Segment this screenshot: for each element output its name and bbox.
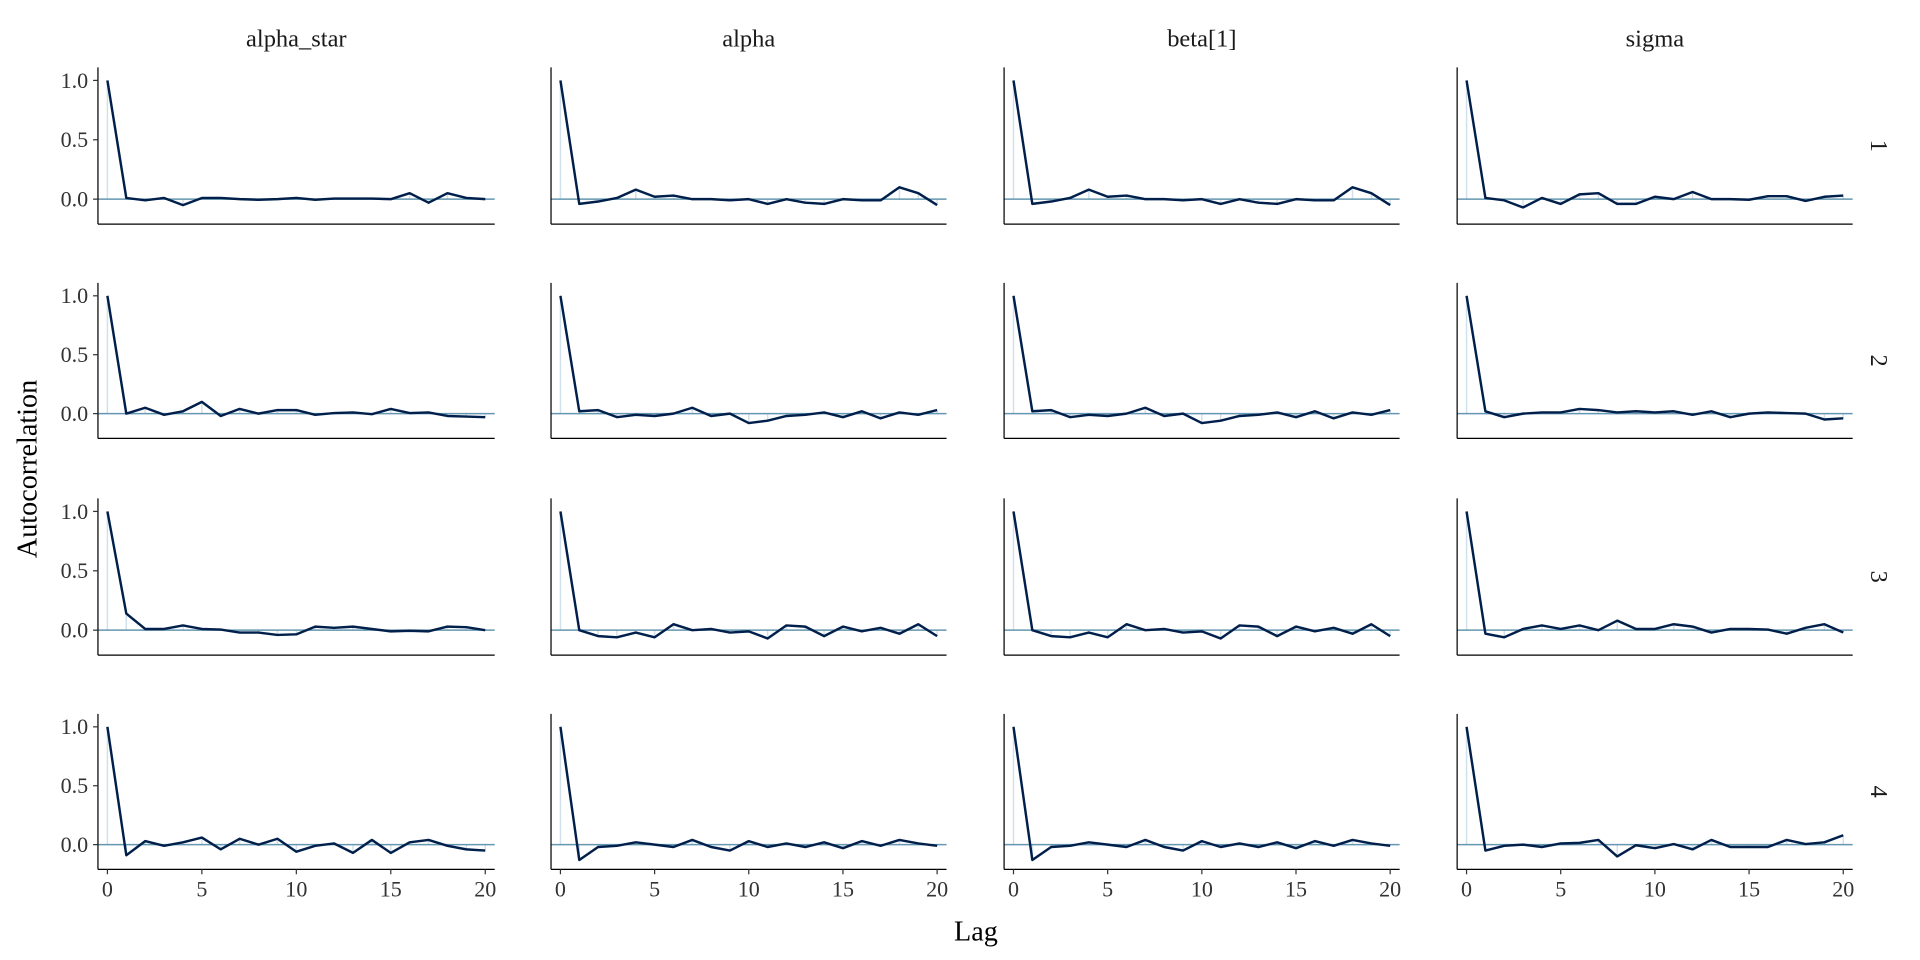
acf-line: [559, 295, 938, 425]
acf-line: [1012, 726, 1391, 862]
acf-line: [1465, 80, 1844, 209]
y-tick-label: 0.0: [61, 618, 89, 643]
acf-line: [106, 80, 486, 207]
panel-beta1-chain-1: [1003, 67, 1400, 225]
panel-sigma-chain-3: [1456, 498, 1853, 656]
x-tick-label: 20: [926, 876, 948, 901]
x-tick-label: 0: [1461, 876, 1472, 901]
y-tick-label: 1.0: [61, 499, 89, 524]
panel-sigma-chain-4: 0 5 10 15 20: [1456, 713, 1854, 901]
acf-line: [1465, 511, 1844, 639]
y-tick-label: 0.0: [61, 186, 89, 211]
y-tick-label: 0.0: [61, 832, 89, 857]
row-strip-label: 4: [1865, 786, 1892, 798]
acf-line: [106, 726, 486, 857]
x-tick-label: 10: [285, 876, 307, 901]
y-tick-label: 0.5: [61, 342, 89, 367]
y-tick-label: 0.5: [61, 127, 89, 152]
x-tick-label: 0: [102, 876, 113, 901]
acf-line: [559, 726, 938, 862]
acf-line: [106, 295, 486, 419]
x-tick-label: 5: [1102, 876, 1113, 901]
x-tick-label: 15: [832, 876, 854, 901]
row-strip-label: 1: [1865, 140, 1892, 152]
acf-line: [1465, 295, 1844, 421]
x-tick-label: 10: [738, 876, 760, 901]
x-tick-label: 5: [196, 876, 207, 901]
row-strip-label: 3: [1865, 571, 1892, 583]
panel-alpha_star-chain-4: 0.0 0.5 1.0 0 5 10 15 20: [61, 713, 496, 901]
panel-alpha-chain-1: [550, 67, 947, 225]
acf-line: [1012, 295, 1391, 425]
x-tick-label: 15: [380, 876, 402, 901]
row-strip-label: 2: [1865, 354, 1892, 366]
panel-alpha_star-chain-1: 0.0 0.5 1.0: [61, 67, 495, 225]
panel-alpha-chain-4: 0 5 10 15 20: [550, 713, 948, 901]
panel-sigma-chain-1: [1456, 67, 1853, 225]
y-tick-label: 1.0: [61, 714, 89, 739]
column-strip-label: alpha: [722, 26, 775, 53]
y-tick-label: 1.0: [61, 68, 89, 93]
x-tick-label: 0: [555, 876, 566, 901]
x-tick-label: 10: [1191, 876, 1213, 901]
x-tick-label: 20: [474, 876, 496, 901]
acf-line: [1012, 80, 1391, 207]
x-tick-label: 5: [649, 876, 660, 901]
column-strip-label: sigma: [1626, 26, 1685, 53]
panel-alpha-chain-2: [550, 282, 947, 439]
acf-line: [1465, 726, 1844, 858]
x-axis-title: Lag: [954, 916, 998, 947]
acf-line: [559, 511, 938, 640]
x-tick-label: 0: [1008, 876, 1019, 901]
y-tick-label: 0.0: [61, 401, 89, 426]
acf-line: [1012, 511, 1391, 640]
column-strip-label: alpha_star: [246, 26, 347, 53]
acf-line: [559, 80, 938, 207]
panel-alpha_star-chain-2: 0.0 0.5 1.0: [61, 282, 495, 439]
panel-sigma-chain-2: [1456, 282, 1853, 439]
panel-beta1-chain-4: 0 5 10 15 20: [1003, 713, 1401, 901]
x-tick-label: 5: [1555, 876, 1566, 901]
panel-beta1-chain-3: [1003, 498, 1400, 656]
x-tick-label: 20: [1379, 876, 1401, 901]
panel-alpha_star-chain-3: 0.0 0.5 1.0: [61, 498, 495, 656]
y-axis-title: Autocorrelation: [13, 380, 44, 558]
x-tick-label: 15: [1738, 876, 1760, 901]
panel-beta1-chain-2: [1003, 282, 1400, 439]
panel-alpha-chain-3: [550, 498, 947, 656]
column-strip-label: beta[1]: [1167, 26, 1236, 53]
y-tick-label: 0.5: [61, 773, 89, 798]
acf-line: [106, 511, 486, 637]
x-tick-label: 20: [1832, 876, 1854, 901]
y-tick-label: 0.5: [61, 558, 89, 583]
y-tick-label: 1.0: [61, 283, 89, 308]
x-tick-label: 10: [1644, 876, 1666, 901]
x-tick-label: 15: [1285, 876, 1307, 901]
